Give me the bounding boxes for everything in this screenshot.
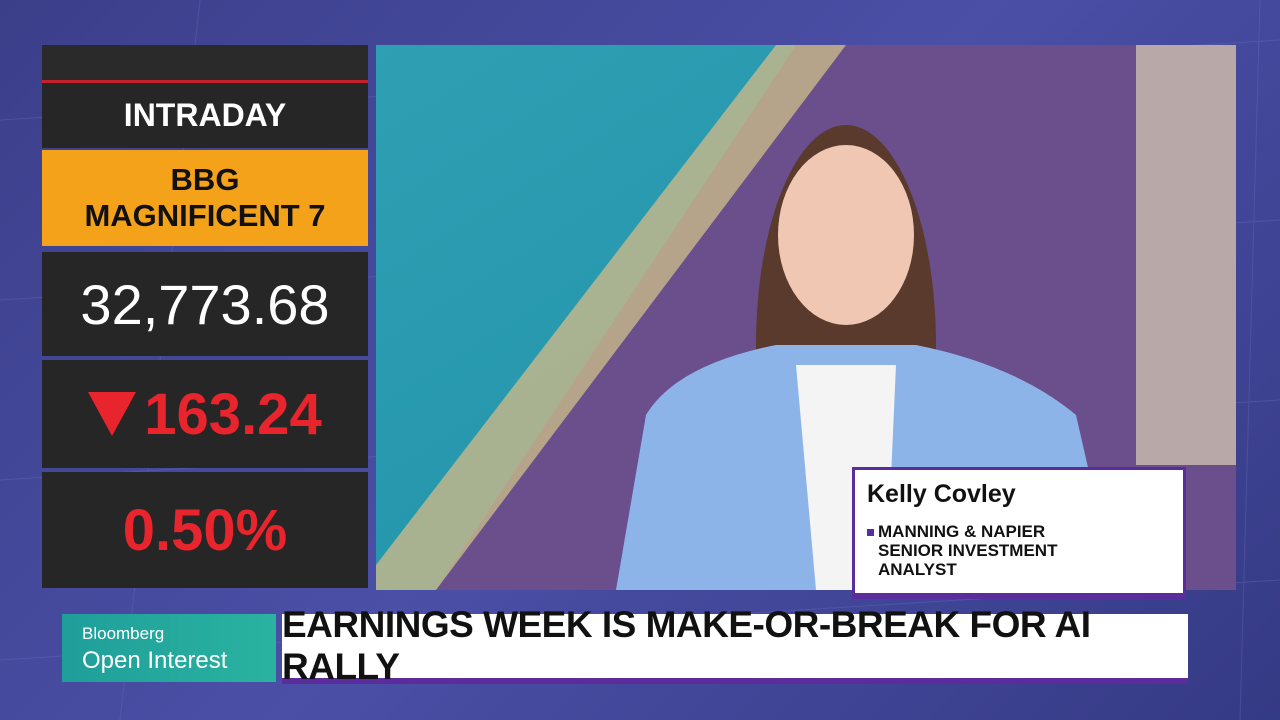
video-feed — [376, 45, 1236, 590]
ticker-change: 163.24 — [42, 360, 368, 468]
change-value: 163.24 — [144, 381, 322, 447]
name-card: Kelly Covley MANNING & NAPIER SENIOR INV… — [852, 467, 1186, 599]
guest-title: MANNING & NAPIER SENIOR INVESTMENT ANALY… — [867, 522, 1057, 579]
ticker-label: INTRADAY — [42, 83, 368, 148]
title-line: MANNING & NAPIER — [867, 522, 1057, 541]
down-arrow — [88, 392, 137, 436]
headline: EARNINGS WEEK IS MAKE-OR-BREAK FOR AI RA… — [282, 604, 1188, 687]
ticker-index-name: BBG MAGNIFICENT 7 — [42, 150, 368, 246]
guest-name: Kelly Covley — [867, 480, 1016, 508]
network-name: Bloomberg — [82, 624, 165, 643]
title-text: MANNING & NAPIER — [878, 522, 1046, 541]
ticker-change-percent: 0.50% — [42, 472, 368, 588]
show-branding: Bloomberg Open Interest — [62, 614, 276, 682]
ticker-top-strip — [42, 45, 368, 83]
index-name-line: MAGNIFICENT 7 — [84, 198, 326, 233]
title-line: ANALYST — [878, 560, 957, 579]
ticker-price: 32,773.68 — [42, 252, 368, 356]
index-name-line: BBG — [170, 162, 240, 197]
title-line: SENIOR INVESTMENT — [878, 541, 1058, 560]
show-name: Open Interest — [82, 647, 228, 674]
